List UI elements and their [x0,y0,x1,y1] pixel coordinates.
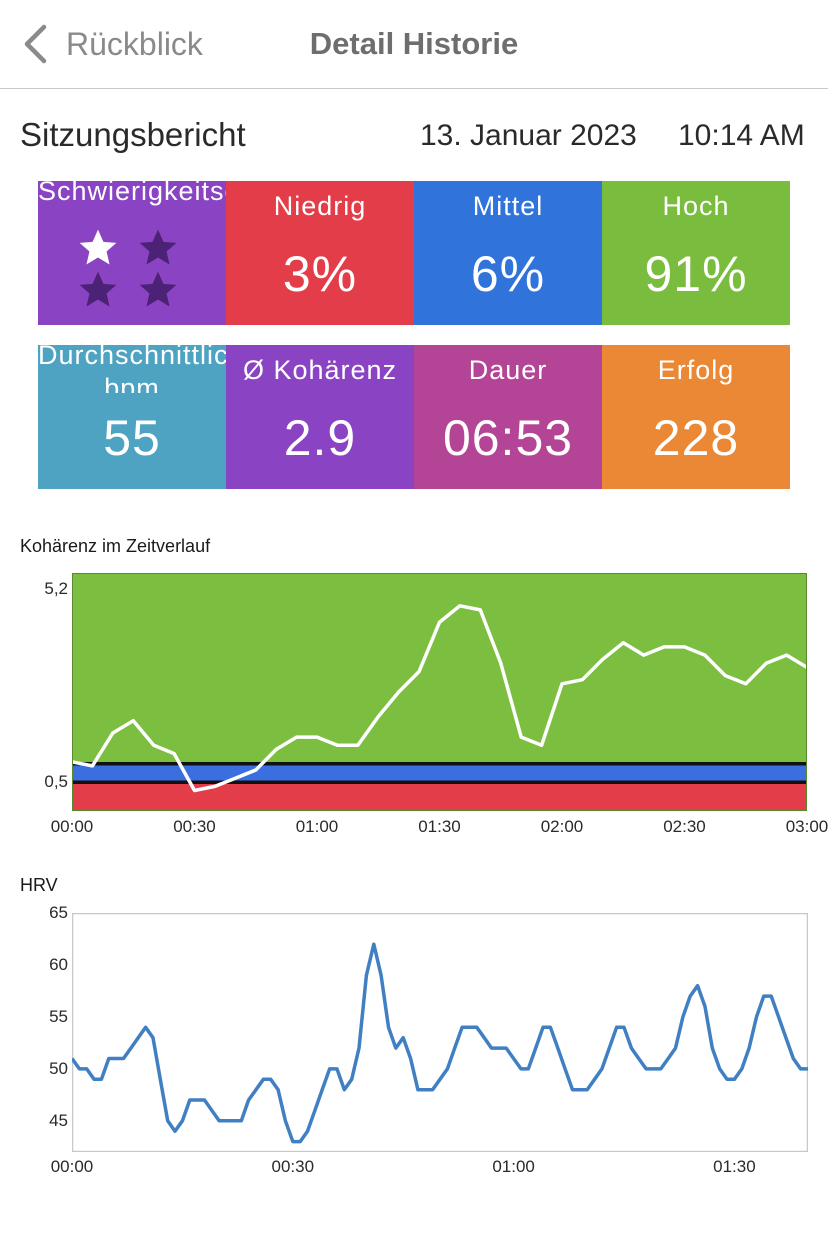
back-button[interactable]: Rückblick [22,22,203,66]
difficulty-tile: Schwierigkeitsgrad [38,181,226,325]
tile-value: 06:53 [442,410,574,466]
tile-value: 228 [652,410,740,466]
tile-low: Niedrig 3% [226,181,414,325]
x-tick-label: 00:30 [173,817,216,836]
tile-high: Hoch 91% [602,181,790,325]
plot-frame [72,573,807,811]
star-icon [139,271,177,307]
y-tick-label: 55 [49,1006,68,1026]
x-tick-label: 02:30 [663,817,706,836]
y-tick-label: 5,2 [44,579,68,599]
tile-label: Hoch [662,191,730,221]
coherence-chart [72,573,807,811]
tile-value: 55 [103,410,161,466]
y-tick-label: 50 [49,1058,68,1078]
x-tick-label: 01:30 [418,817,461,836]
star-icon [79,229,117,265]
x-tick-label: 01:00 [295,817,339,836]
coherence-chart-title: Kohärenz im Zeitverlauf [20,536,211,556]
tile-label: Niedrig [273,191,367,221]
y-tick-label: 65 [49,903,68,922]
back-label: Rückblick [66,25,203,62]
plot-frame [72,913,808,1152]
tile-value: 3% [282,246,358,302]
tile-duration: Dauer 06:53 [414,345,602,489]
x-tick-label: 00:30 [271,1157,315,1176]
x-tick-label: 01:30 [713,1157,756,1176]
report-date: 13. Januar 2023 [420,119,637,152]
hrv-chart-title: HRV [20,875,58,895]
report-time: 10:14 AM [678,119,805,152]
x-tick-label: 00:00 [50,817,94,836]
tile-value: 2.9 [283,410,357,466]
tile-label: Durchschnittliche bpm [38,345,226,393]
difficulty-label: Schwierigkeitsgrad [38,181,226,206]
difficulty-stars [76,227,196,313]
band-niedrig [72,782,807,811]
x-tick-label: 03:00 [785,817,828,836]
tile-label: Dauer [468,355,548,385]
y-tick-label: 60 [49,954,68,974]
coherence-series-line [72,604,807,793]
report-title: Sitzungsbericht [20,116,246,153]
tile-average-bpm: Durchschnittliche bpm 55 [38,345,226,489]
chevron-left-icon [24,24,47,64]
tile-success: Erfolg 228 [602,345,790,489]
tile-average-coherence: Ø Kohärenz 2.9 [226,345,414,489]
y-tick-label: 0,5 [44,772,68,792]
x-tick-label: 01:00 [492,1157,535,1176]
tile-value: 91% [644,246,748,302]
hrv-series-line [72,942,808,1144]
star-icon [139,229,177,265]
y-tick-label: 45 [49,1110,68,1130]
star-icon [79,271,117,307]
x-tick-label: 00:00 [50,1157,94,1176]
tile-label: Ø Kohärenz [242,355,398,385]
hrv-chart [72,913,808,1152]
tile-medium: Mittel 6% [414,181,602,325]
page-title: Detail Historie [309,26,519,61]
band-hoch [72,573,807,764]
tile-label: Mittel [472,191,544,221]
navigation-bar: Rückblick Detail Historie [0,0,828,89]
tile-label: Erfolg [657,355,735,385]
tile-value: 6% [470,246,546,302]
x-tick-label: 02:00 [540,817,584,836]
